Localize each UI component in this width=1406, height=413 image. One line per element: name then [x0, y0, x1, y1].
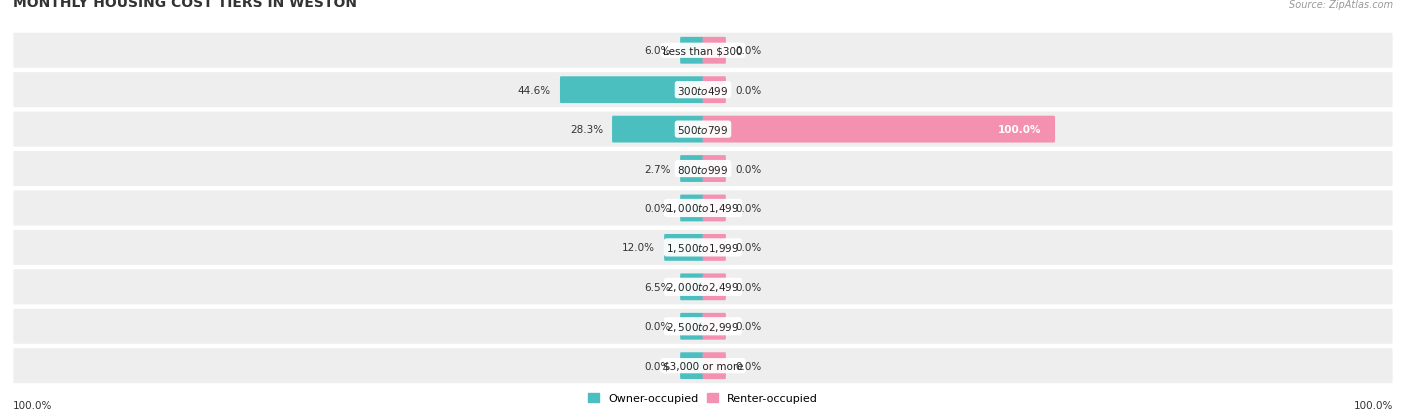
FancyBboxPatch shape	[681, 313, 703, 340]
FancyBboxPatch shape	[703, 352, 725, 379]
Text: $500 to $799: $500 to $799	[678, 124, 728, 136]
Text: Source: ZipAtlas.com: Source: ZipAtlas.com	[1289, 0, 1393, 10]
FancyBboxPatch shape	[681, 352, 703, 379]
FancyBboxPatch shape	[13, 32, 1393, 70]
Text: 12.0%: 12.0%	[621, 243, 655, 253]
FancyBboxPatch shape	[703, 274, 725, 301]
Text: $300 to $499: $300 to $499	[678, 85, 728, 97]
FancyBboxPatch shape	[13, 150, 1393, 188]
Text: 0.0%: 0.0%	[735, 46, 761, 56]
Text: $2,000 to $2,499: $2,000 to $2,499	[666, 281, 740, 294]
FancyBboxPatch shape	[703, 77, 725, 104]
Text: 100.0%: 100.0%	[1354, 400, 1393, 410]
Text: 0.0%: 0.0%	[735, 361, 761, 371]
Text: 0.0%: 0.0%	[735, 243, 761, 253]
Text: 0.0%: 0.0%	[645, 361, 671, 371]
Text: 28.3%: 28.3%	[569, 125, 603, 135]
Text: MONTHLY HOUSING COST TIERS IN WESTON: MONTHLY HOUSING COST TIERS IN WESTON	[13, 0, 357, 10]
Text: $2,500 to $2,999: $2,500 to $2,999	[666, 320, 740, 333]
Text: $1,500 to $1,999: $1,500 to $1,999	[666, 241, 740, 254]
FancyBboxPatch shape	[13, 229, 1393, 267]
FancyBboxPatch shape	[681, 38, 703, 64]
FancyBboxPatch shape	[703, 38, 725, 64]
FancyBboxPatch shape	[681, 156, 703, 183]
Text: $800 to $999: $800 to $999	[678, 163, 728, 175]
FancyBboxPatch shape	[13, 71, 1393, 109]
FancyBboxPatch shape	[13, 308, 1393, 345]
Text: 0.0%: 0.0%	[735, 282, 761, 292]
FancyBboxPatch shape	[13, 268, 1393, 306]
Text: 6.5%: 6.5%	[644, 282, 671, 292]
Text: 0.0%: 0.0%	[645, 204, 671, 214]
Text: 0.0%: 0.0%	[735, 204, 761, 214]
FancyBboxPatch shape	[13, 190, 1393, 227]
Text: 0.0%: 0.0%	[735, 321, 761, 332]
Text: 100.0%: 100.0%	[13, 400, 52, 410]
FancyBboxPatch shape	[560, 77, 703, 104]
Text: 6.0%: 6.0%	[645, 46, 671, 56]
FancyBboxPatch shape	[13, 111, 1393, 149]
FancyBboxPatch shape	[13, 347, 1393, 385]
FancyBboxPatch shape	[703, 156, 725, 183]
Legend: Owner-occupied, Renter-occupied: Owner-occupied, Renter-occupied	[588, 393, 818, 404]
FancyBboxPatch shape	[703, 195, 725, 222]
Text: 2.7%: 2.7%	[644, 164, 671, 174]
Text: 0.0%: 0.0%	[735, 164, 761, 174]
Text: 44.6%: 44.6%	[517, 85, 551, 95]
FancyBboxPatch shape	[703, 313, 725, 340]
Text: Less than $300: Less than $300	[664, 46, 742, 56]
Text: 100.0%: 100.0%	[998, 125, 1042, 135]
Text: $1,000 to $1,499: $1,000 to $1,499	[666, 202, 740, 215]
Text: $3,000 or more: $3,000 or more	[662, 361, 744, 371]
FancyBboxPatch shape	[681, 274, 703, 301]
FancyBboxPatch shape	[664, 235, 703, 261]
FancyBboxPatch shape	[703, 116, 1054, 143]
FancyBboxPatch shape	[612, 116, 703, 143]
Text: 0.0%: 0.0%	[735, 85, 761, 95]
FancyBboxPatch shape	[703, 235, 725, 261]
FancyBboxPatch shape	[681, 195, 703, 222]
Text: 0.0%: 0.0%	[645, 321, 671, 332]
